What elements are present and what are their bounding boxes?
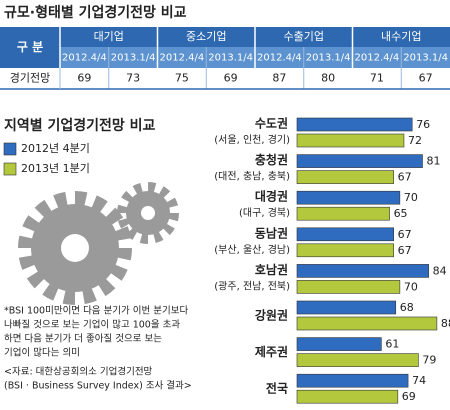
bar [296, 243, 394, 258]
bar [296, 316, 438, 331]
column-label: 2013.1/4 [306, 53, 351, 64]
bar [296, 353, 419, 367]
column-label: 2013.1/4 [403, 53, 448, 64]
bar [296, 133, 405, 148]
bar [296, 117, 413, 132]
bar [296, 389, 399, 404]
bar [296, 190, 401, 205]
column-label: 2013.1/4 [208, 53, 253, 64]
bar [296, 154, 423, 168]
value-label: 68 [400, 301, 414, 314]
note: *BSI 100미만이면 다음 분기가 이번 분기보다 [4, 306, 189, 317]
source: <자료: 대한상공회의소 기업경기전망 [4, 366, 153, 378]
cell: 73 [126, 72, 140, 85]
source: (BSI · Business Survey Index) 조사 결과> [4, 381, 192, 392]
gears [18, 182, 179, 305]
column-label: 2013.1/4 [111, 53, 156, 64]
table-title: 규모·형태별 기업경기전망 비교 [4, 4, 187, 21]
bar [296, 280, 401, 294]
column-label: 2012.4/4 [62, 53, 107, 64]
bar [296, 337, 382, 351]
value-label: 69 [402, 390, 416, 403]
legend-label: 2012년 4분기 [21, 142, 90, 155]
category-label: 강원권 [255, 309, 288, 323]
group-label: 대기업 [94, 30, 124, 43]
legend-label: 2013년 1분기 [21, 162, 90, 175]
category-label: 호남권 [255, 262, 288, 277]
group-label: 중소기업 [186, 30, 226, 43]
category-label: 수도권 [255, 117, 288, 131]
column-label: 2012.4/4 [257, 53, 302, 64]
corner-bg [0, 27, 60, 68]
value-label: 72 [408, 134, 422, 147]
category-label: 제주권 [255, 345, 288, 359]
value-label: 65 [394, 207, 408, 220]
category-note: (대구, 경북) [239, 206, 290, 219]
value-label: 70 [404, 280, 418, 293]
note: 나빠질 것으로 보는 기업이 많고 100을 초과 [4, 319, 180, 331]
group-label: 내수기업 [381, 30, 421, 43]
value-label: 81 [426, 155, 440, 168]
group-label: 수출기업 [284, 30, 324, 43]
value-label: 88 [441, 317, 450, 330]
legend-swatch [3, 142, 17, 156]
category-label: 충청권 [255, 152, 288, 167]
value-label: 76 [416, 118, 430, 131]
column-label: 2012.4/4 [160, 53, 205, 64]
value-label: 67 [398, 244, 412, 257]
bar [296, 300, 397, 315]
category-label: 전국 [266, 381, 288, 396]
value-label: 74 [412, 374, 426, 387]
cell: 75 [175, 72, 189, 85]
column-label: 2012.4/4 [355, 53, 400, 64]
value-label: 67 [398, 228, 412, 241]
category-note: (대전, 충남, 충북) [214, 171, 290, 183]
cell: 69 [77, 72, 91, 85]
row-label: 경기전망 [10, 72, 50, 85]
category-note: (광주, 전남, 전북) [214, 280, 290, 292]
value-label: 67 [398, 171, 412, 184]
value-label: 61 [385, 338, 399, 351]
chart-title: 지역별 기업경기전망 비교 [4, 117, 156, 134]
header-bg [0, 27, 450, 47]
value-label: 70 [404, 191, 418, 204]
corner-label: 구 분 [17, 40, 43, 54]
cell: 80 [321, 72, 335, 85]
category-label: 대경권 [255, 190, 288, 204]
cell: 69 [224, 72, 238, 85]
category-note: (서울, 인천, 경기) [214, 133, 290, 146]
category-note: (부산, 울산, 경남) [214, 243, 290, 256]
cell: 71 [370, 72, 384, 85]
legend-swatch [3, 162, 17, 176]
bar [296, 206, 390, 221]
bar [296, 264, 429, 278]
value-label: 84 [433, 264, 447, 277]
note: 기업이 많다는 의미 [4, 347, 80, 359]
note: 하면 다음 분기가 더 좋아질 것으로 보는 [4, 333, 162, 345]
bar [296, 373, 409, 388]
bar [296, 227, 394, 242]
cell: 67 [419, 72, 433, 85]
value-label: 79 [422, 354, 436, 367]
bar [296, 170, 394, 184]
category-label: 동남권 [255, 225, 288, 240]
cell: 87 [272, 72, 286, 85]
